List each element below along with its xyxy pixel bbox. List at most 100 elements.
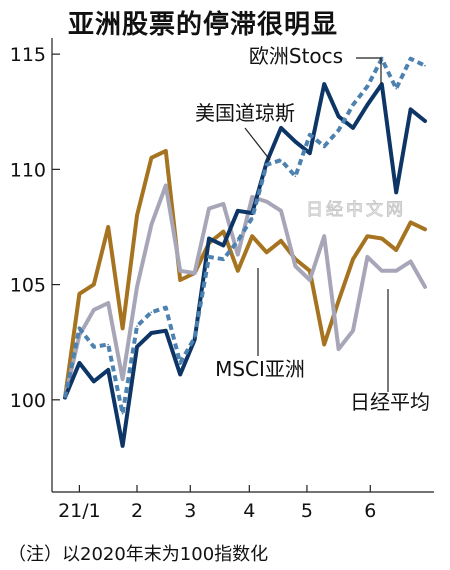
data-point-1 — [381, 269, 383, 272]
data-point-2 — [237, 210, 239, 212]
data-point-0 — [78, 293, 81, 295]
series-line-2 — [63, 82, 427, 448]
data-point-2 — [93, 380, 95, 383]
data-point-3 — [265, 163, 268, 166]
data-point-0 — [323, 343, 326, 346]
data-point-1 — [165, 184, 167, 187]
y-tick-label: 115 — [10, 44, 46, 66]
data-point-2 — [294, 140, 297, 143]
x-tick-label: 6 — [364, 500, 376, 522]
watermark: 日经中文网 — [306, 200, 406, 220]
data-point-2 — [165, 329, 167, 332]
data-point-0 — [409, 221, 412, 224]
series-line-0 — [63, 148, 427, 400]
data-point-2 — [337, 115, 340, 118]
data-point-1 — [150, 223, 153, 226]
data-point-2 — [309, 152, 311, 155]
data-point-3 — [337, 129, 340, 131]
data-point-3 — [280, 159, 282, 161]
data-point-3 — [64, 396, 66, 399]
data-point-0 — [352, 258, 354, 261]
data-point-1 — [424, 286, 426, 288]
data-point-0 — [309, 269, 311, 272]
data-point-3 — [179, 362, 181, 364]
data-point-1 — [179, 269, 181, 272]
data-point-0 — [136, 214, 138, 217]
data-point-1 — [395, 269, 398, 272]
data-point-0 — [179, 279, 181, 281]
data-point-3 — [309, 133, 311, 136]
data-point-3 — [222, 258, 225, 261]
legend-label-2: 美国道琼斯 — [195, 101, 295, 125]
legend-label-0: 日经平均 — [350, 390, 430, 414]
data-point-1 — [265, 200, 268, 203]
data-point-1 — [193, 272, 196, 274]
data-point-2 — [121, 445, 124, 447]
data-point-3 — [352, 104, 354, 106]
data-point-3 — [121, 412, 124, 415]
y-tick-label: 110 — [10, 159, 46, 181]
data-point-3 — [107, 343, 109, 346]
x-tick-label: 5 — [301, 500, 313, 522]
data-point-2 — [222, 244, 225, 247]
data-point-1 — [309, 279, 311, 281]
chart-note: （注）以2020年末为100指数化 — [8, 544, 269, 565]
data-point-1 — [93, 309, 95, 311]
data-point-0 — [107, 226, 109, 228]
data-point-0 — [424, 228, 426, 231]
data-point-1 — [136, 286, 138, 288]
data-point-2 — [193, 339, 196, 341]
y-tick-label: 105 — [10, 275, 46, 297]
data-point-2 — [424, 120, 426, 122]
data-point-0 — [337, 299, 340, 302]
data-point-1 — [323, 235, 326, 237]
data-point-2 — [280, 127, 282, 129]
chart-title: 亚洲股票的停滞很明显 — [68, 10, 339, 40]
data-point-0 — [265, 251, 268, 254]
data-point-3 — [93, 346, 95, 348]
data-point-0 — [93, 283, 95, 286]
data-point-1 — [366, 256, 369, 258]
data-point-3 — [193, 336, 196, 339]
data-point-1 — [294, 265, 297, 267]
data-point-2 — [352, 127, 354, 129]
data-point-0 — [150, 157, 153, 159]
data-point-3 — [409, 57, 412, 60]
data-point-2 — [323, 83, 326, 85]
data-point-1 — [107, 302, 109, 304]
data-point-1 — [352, 329, 354, 332]
data-point-2 — [179, 373, 181, 376]
data-point-2 — [366, 104, 369, 106]
data-point-0 — [251, 235, 253, 237]
legend-leader-2 — [244, 127, 271, 161]
data-point-0 — [366, 235, 369, 237]
data-point-3 — [323, 145, 326, 148]
data-point-3 — [251, 216, 253, 219]
data-point-3 — [136, 325, 138, 327]
data-point-1 — [280, 210, 282, 212]
data-point-3 — [294, 175, 297, 178]
data-point-1 — [409, 260, 412, 263]
data-point-2 — [395, 191, 398, 194]
data-point-0 — [222, 230, 225, 233]
data-point-2 — [208, 237, 210, 240]
data-point-1 — [208, 207, 210, 210]
data-point-1 — [222, 203, 225, 205]
legend-leader-3 — [356, 57, 382, 84]
y-tick-label: 100 — [10, 390, 46, 412]
data-point-0 — [121, 327, 124, 330]
x-tick-label: 2 — [131, 500, 143, 522]
data-point-2 — [136, 346, 138, 348]
data-point-1 — [251, 196, 253, 198]
data-point-0 — [395, 249, 398, 251]
data-point-3 — [208, 256, 210, 258]
legend-label-1: MSCI亚洲 — [215, 357, 305, 381]
data-point-0 — [280, 240, 282, 242]
data-point-1 — [237, 253, 239, 256]
data-point-3 — [237, 240, 239, 242]
data-point-3 — [424, 64, 426, 67]
data-point-1 — [337, 348, 340, 350]
data-point-2 — [150, 332, 153, 334]
data-point-3 — [366, 85, 369, 88]
